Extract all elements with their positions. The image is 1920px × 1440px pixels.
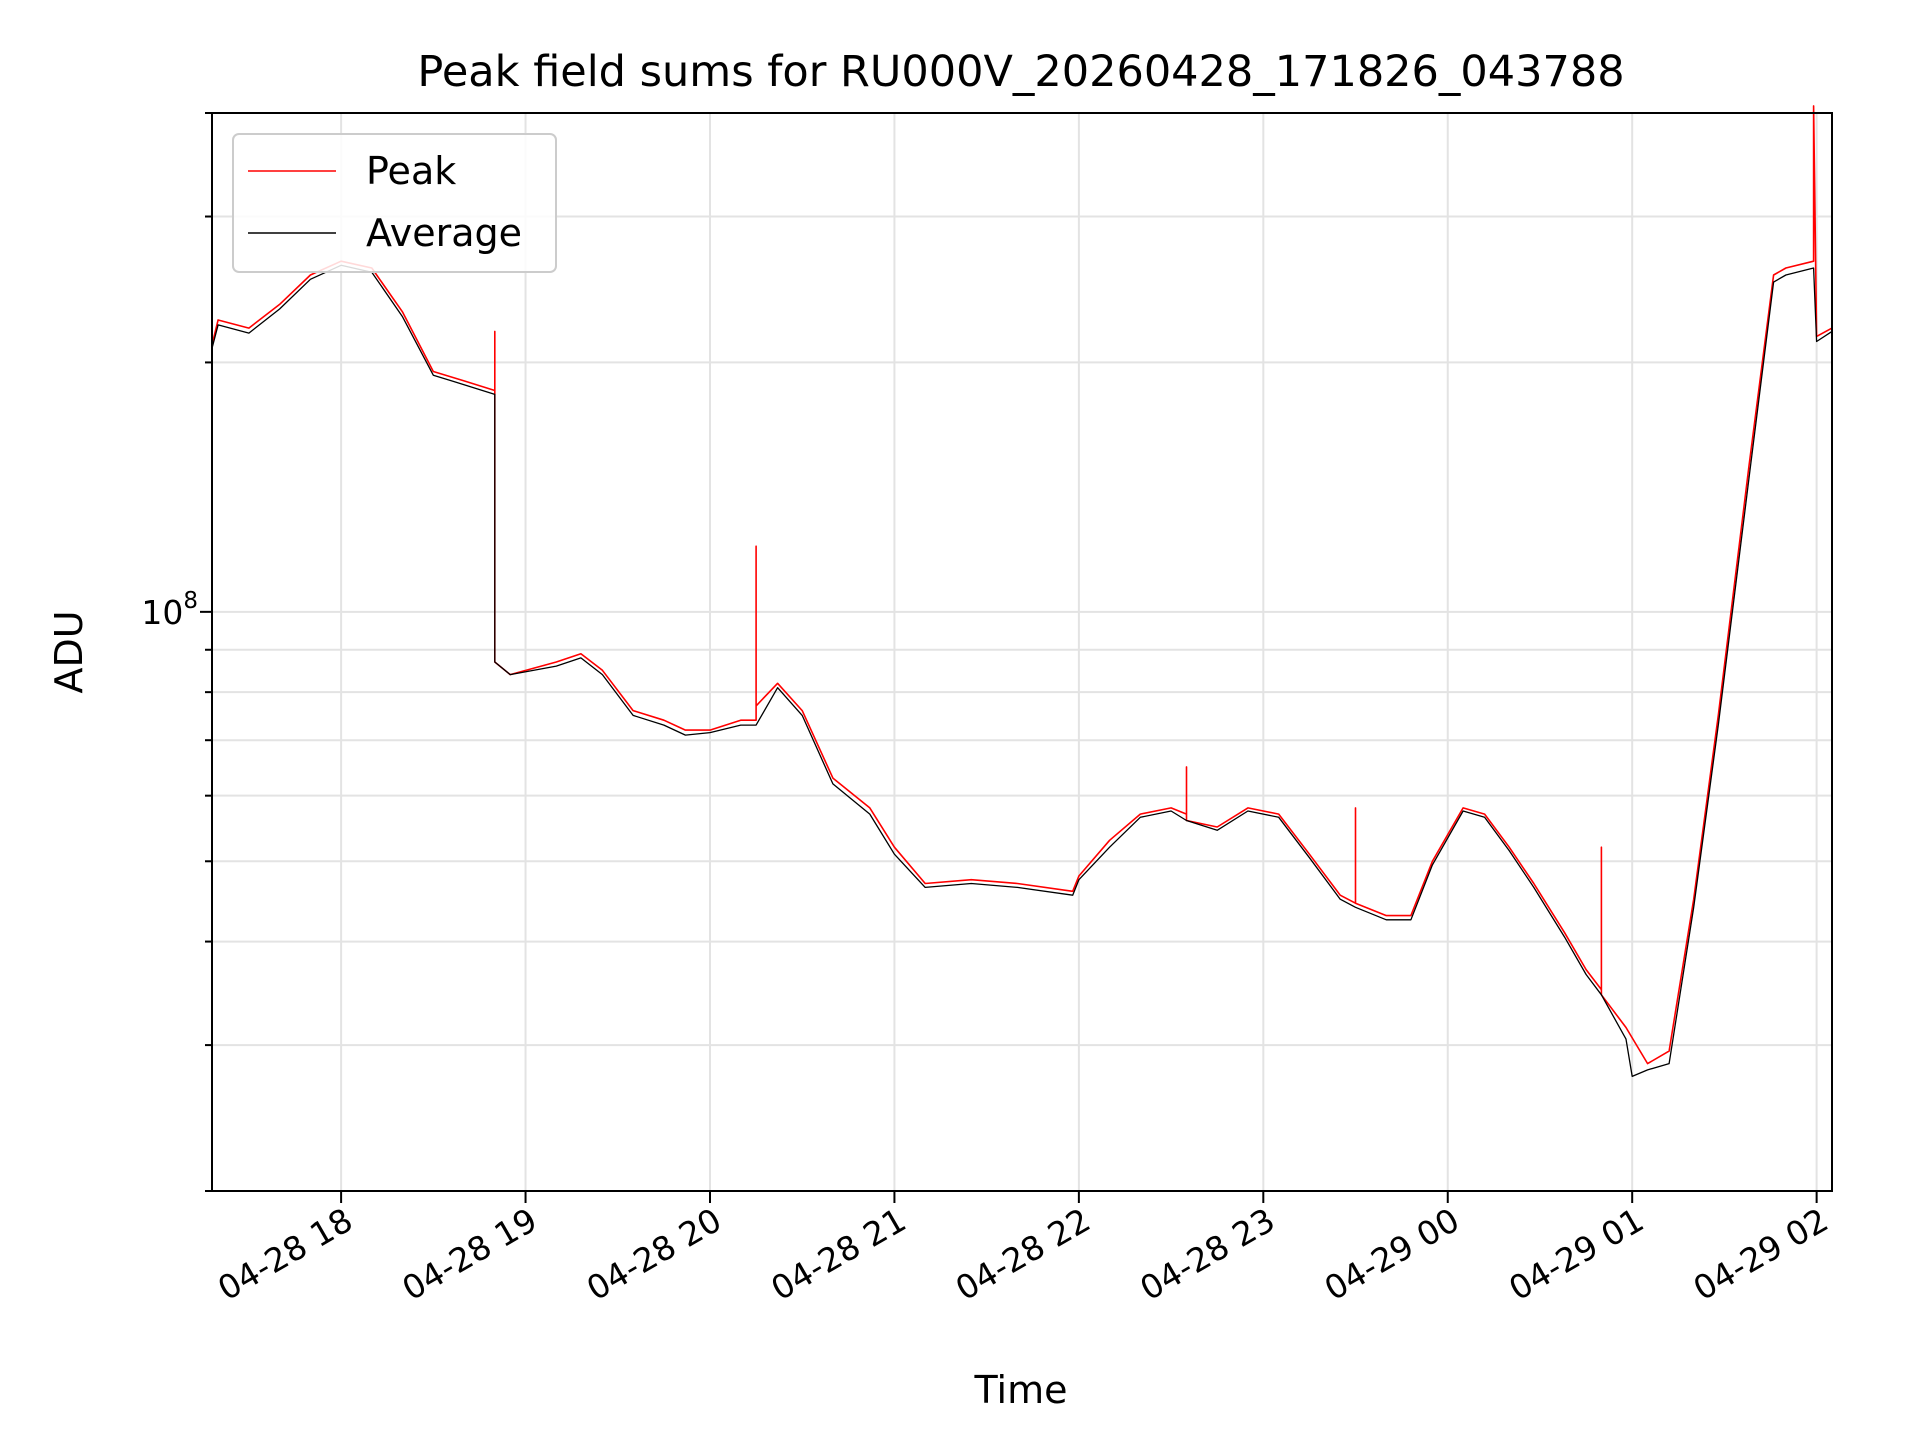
legend-label-peak: Peak: [366, 149, 456, 193]
x-tick-label: 04-28 18: [211, 1200, 359, 1308]
series-line-average: [211, 264, 1833, 1078]
grid: [212, 112, 1832, 1192]
y-axis-label: ADU: [47, 610, 91, 693]
y-tick-label: 108: [141, 588, 198, 632]
x-axis-ticks: 04-28 18 04-28 19 04-28 20 04-28 21 04-28 22…: [211, 1191, 1835, 1308]
legend: Peak Average: [232, 133, 557, 273]
x-tick-label: 04-28 21: [764, 1200, 912, 1308]
x-tick-label: 04-28 19: [396, 1200, 544, 1308]
x-axis-label: Time: [974, 1368, 1068, 1412]
y-axis-ticks: 108: [141, 112, 212, 1192]
x-tick-label: 04-28 22: [949, 1200, 1097, 1308]
legend-box: [232, 133, 557, 273]
x-tick-label: 04-28 23: [1133, 1200, 1281, 1308]
y-tick-label-base: 10: [141, 593, 183, 632]
x-tick-label: 04-29 01: [1502, 1200, 1650, 1308]
x-tick-label: 04-28 20: [580, 1200, 728, 1308]
series-lines: [211, 105, 1833, 1078]
legend-label-average: Average: [366, 211, 522, 255]
x-tick-label: 04-29 02: [1687, 1200, 1835, 1308]
y-tick-label-exponent: 8: [183, 588, 198, 614]
plot-frame: [211, 112, 1833, 1192]
x-tick-label: 04-29 00: [1318, 1200, 1466, 1308]
chart-title: Peak field sums for RU000V_20260428_1718…: [417, 47, 1624, 97]
